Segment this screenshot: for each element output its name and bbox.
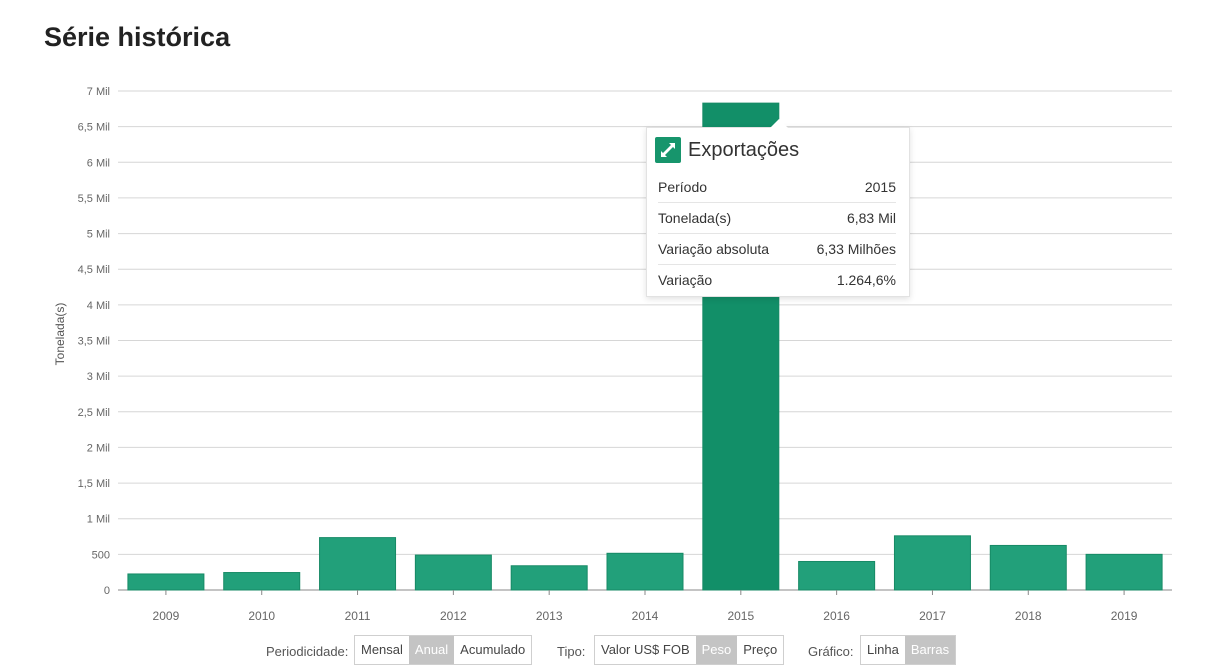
x-tick-label: 2010 <box>248 609 275 623</box>
grafico-option-linha[interactable]: Linha <box>867 642 899 657</box>
bar-2018[interactable] <box>989 544 1067 591</box>
x-tick-label: 2018 <box>1015 609 1042 623</box>
tooltip-rows: Período 2015 Tonelada(s) 6,83 Mil Variaç… <box>658 172 896 295</box>
x-tick-label: 2011 <box>345 609 371 623</box>
periodicidade-option-anual[interactable]: Anual <box>408 636 455 664</box>
y-tick-label: 0 <box>104 585 110 597</box>
bar-chart: 0 500 1 Mil 1,5 Mil 2 Mil 2,5 Mil 3 Mil 3,5 Mil… <box>53 86 1172 623</box>
bar-2019[interactable] <box>1085 553 1163 591</box>
y-tick-label: 5 Mil <box>87 229 110 241</box>
tipo-option-preco[interactable]: Preço <box>743 642 778 657</box>
x-tick-label: 2017 <box>919 609 946 623</box>
bar-2017[interactable] <box>893 535 971 591</box>
y-tick-label: 1,5 Mil <box>78 478 110 490</box>
bar-2014[interactable] <box>606 552 684 591</box>
y-tick-label: 5,5 Mil <box>78 193 110 205</box>
tooltip-row-toneladas: Tonelada(s) 6,83 Mil <box>658 203 896 234</box>
x-tick-label: 2009 <box>153 609 180 623</box>
tooltip-header: Exportações <box>655 136 799 164</box>
bar-2016[interactable] <box>798 560 876 591</box>
periodicidade-toggle: Mensal Anual Acumulado <box>354 635 533 665</box>
bar-2013[interactable] <box>510 565 588 591</box>
tipo-label: Tipo: <box>557 644 586 659</box>
bars-layer <box>127 102 1163 591</box>
tooltip-row-label: Variação absoluta <box>658 241 770 257</box>
tipo-option-valor-fob[interactable]: Valor US$ FOB <box>601 642 690 657</box>
x-tick-label: 2015 <box>727 609 754 623</box>
y-tick-label: 4 Mil <box>87 300 110 312</box>
y-tick-label: 2 Mil <box>87 442 110 454</box>
tooltip-row-value: 2015 <box>864 179 896 195</box>
grafico-option-barras[interactable]: Barras <box>904 636 956 664</box>
tooltip-row-variacao-absoluta: Variação absoluta 6,33 Milhões <box>658 234 896 265</box>
tipo-toggle: Valor US$ FOB Peso Preço <box>594 635 785 665</box>
bar-2010[interactable] <box>223 572 301 591</box>
tooltip-row-variacao: Variação 1.264,6% <box>658 265 896 295</box>
tooltip-title: Exportações <box>688 138 800 161</box>
tooltip-row-value: 6,83 Mil <box>846 210 896 226</box>
tooltip-row-label: Variação <box>658 272 713 288</box>
bar-2011[interactable] <box>319 537 397 591</box>
x-tick-label: 2013 <box>536 609 563 623</box>
grafico-label: Gráfico: <box>808 644 854 659</box>
y-tick-label: 1 Mil <box>87 514 110 526</box>
tooltip: Exportações Período 2015 Tonelada(s) 6,8… <box>646 119 910 297</box>
y-tick-label: 6 Mil <box>87 157 110 169</box>
tooltip-row-periodo: Período 2015 <box>658 172 896 203</box>
x-tick-label: 2019 <box>1111 609 1138 623</box>
periodicidade-option-acumulado[interactable]: Acumulado <box>460 642 526 657</box>
periodicidade-label: Periodicidade: <box>266 644 349 659</box>
x-tick-label: 2016 <box>823 609 850 623</box>
tooltip-row-label: Período <box>658 179 708 195</box>
chart-controls: Periodicidade: Mensal Anual Acumulado Ti… <box>0 635 1222 667</box>
y-axis-label: Tonelada(s) <box>53 303 67 366</box>
axis-layer: 0 500 1 Mil 1,5 Mil 2 Mil 2,5 Mil 3 Mil 3,5 Mil… <box>78 86 1138 623</box>
y-tick-label: 7 Mil <box>87 86 110 98</box>
expand-icon <box>655 137 681 163</box>
y-tick-label: 3,5 Mil <box>78 336 110 348</box>
page-title: Série histórica <box>44 22 231 52</box>
y-tick-label: 3 Mil <box>87 371 110 383</box>
x-tick-label: 2014 <box>632 609 659 623</box>
tooltip-row-label: Tonelada(s) <box>658 210 732 226</box>
grafico-toggle: Linha Barras <box>860 635 957 665</box>
bar-2009[interactable] <box>127 573 205 591</box>
grid-layer <box>118 90 1172 591</box>
tooltip-row-value: 6,33 Milhões <box>816 241 896 257</box>
y-tick-label: 2,5 Mil <box>78 407 110 419</box>
periodicidade-option-mensal[interactable]: Mensal <box>361 642 403 657</box>
y-tick-label: 500 <box>92 549 110 561</box>
tipo-option-peso[interactable]: Peso <box>695 636 738 664</box>
x-tick-label: 2012 <box>440 609 467 623</box>
bar-2012[interactable] <box>414 554 492 591</box>
tooltip-arrow <box>770 119 788 128</box>
y-tick-label: 6,5 Mil <box>78 122 110 134</box>
tooltip-row-value: 1.264,6% <box>836 272 896 288</box>
y-tick-label: 4,5 Mil <box>78 264 110 276</box>
